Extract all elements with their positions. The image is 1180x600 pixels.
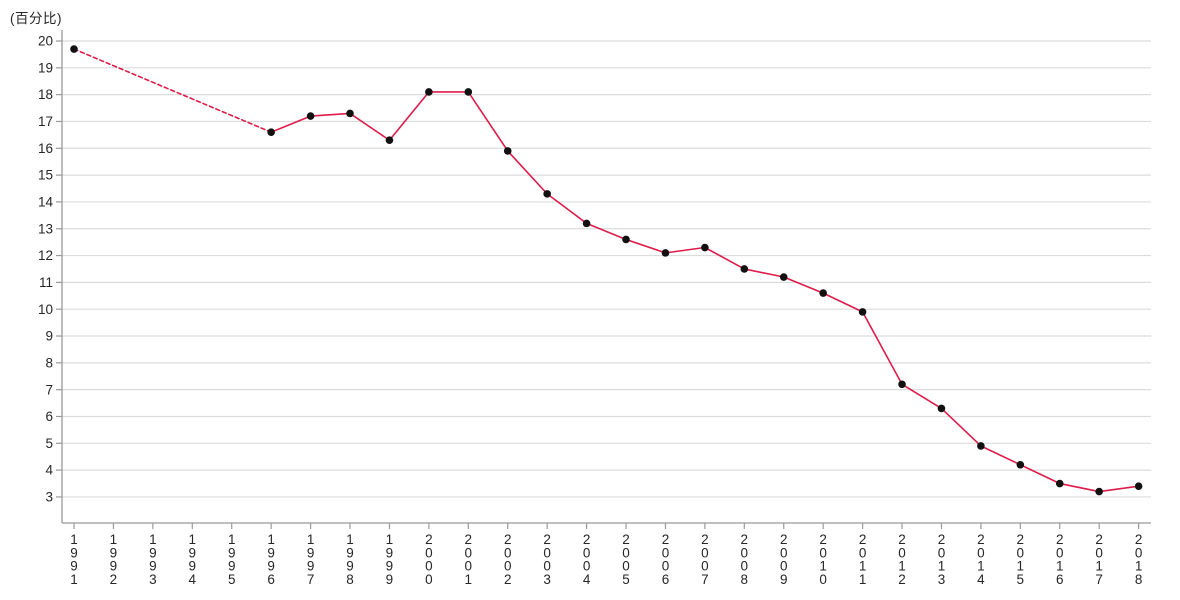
data-point-marker	[306, 112, 315, 120]
series-segment	[664, 246, 706, 254]
series-segment	[901, 383, 943, 410]
data-point-marker	[977, 442, 985, 450]
y-tick-label: 6	[45, 409, 53, 424]
data-point-marker	[701, 243, 709, 252]
data-point-marker	[1055, 479, 1064, 488]
data-point-marker	[503, 147, 512, 155]
y-tick-label: 7	[45, 382, 53, 397]
series-segment	[625, 238, 667, 254]
y-tick-label: 19	[38, 60, 53, 75]
y-tick-label: 9	[45, 329, 53, 344]
y-tick-label: 11	[39, 275, 53, 290]
series-segment	[822, 292, 864, 313]
data-point-marker	[425, 88, 433, 96]
data-point-marker	[582, 219, 591, 228]
series-segment	[782, 276, 824, 294]
series-segment	[743, 268, 785, 278]
series-segment	[388, 91, 430, 142]
y-tick-label: 13	[38, 221, 53, 236]
y-tick-label: 4	[45, 463, 53, 478]
y-axis-unit-label: (百分比)	[10, 11, 62, 26]
data-point-marker	[1095, 487, 1103, 496]
series-segment	[861, 311, 903, 386]
data-point-marker	[70, 45, 78, 53]
series-segment	[1098, 485, 1140, 493]
y-tick-label: 12	[38, 248, 53, 263]
y-tick-label: 16	[38, 141, 53, 156]
y-tick-label: 10	[38, 302, 53, 317]
data-point-marker	[661, 249, 670, 257]
y-tick-label: 14	[38, 195, 54, 210]
y-tick-label: 18	[38, 87, 53, 102]
data-point-marker	[1016, 460, 1025, 469]
series-segment	[349, 112, 391, 142]
series-segment	[309, 112, 351, 117]
data-point-marker	[858, 308, 867, 316]
y-tick-label: 8	[45, 355, 53, 370]
data-point-marker	[346, 109, 354, 118]
series-segment	[506, 150, 548, 195]
y-tick-label: 5	[45, 436, 53, 451]
data-point-marker	[937, 404, 946, 413]
data-point-marker	[898, 380, 906, 389]
data-point-marker	[779, 273, 788, 281]
data-point-marker	[622, 235, 630, 244]
data-point-marker	[385, 136, 394, 145]
series-segment-dashed-missing-data	[73, 48, 272, 133]
data-point-marker	[740, 265, 749, 273]
series-segment	[704, 246, 746, 270]
series-segment	[546, 193, 588, 225]
y-tick-label: 3	[45, 490, 53, 505]
series-segment	[270, 115, 312, 133]
series-segment	[980, 445, 1022, 466]
y-tick-label: 15	[38, 168, 53, 183]
data-point-marker	[267, 128, 275, 136]
data-point-marker	[464, 88, 473, 96]
y-tick-label: 17	[38, 114, 53, 129]
series-segment	[940, 407, 982, 447]
series-segment	[1019, 463, 1061, 485]
data-point-marker	[1134, 482, 1143, 491]
series-segment	[585, 222, 627, 241]
y-tick-label: 20	[38, 34, 53, 49]
data-point-marker	[819, 289, 827, 297]
data-point-marker	[543, 190, 551, 198]
series-segment	[467, 91, 509, 152]
series-segment	[1058, 482, 1100, 493]
